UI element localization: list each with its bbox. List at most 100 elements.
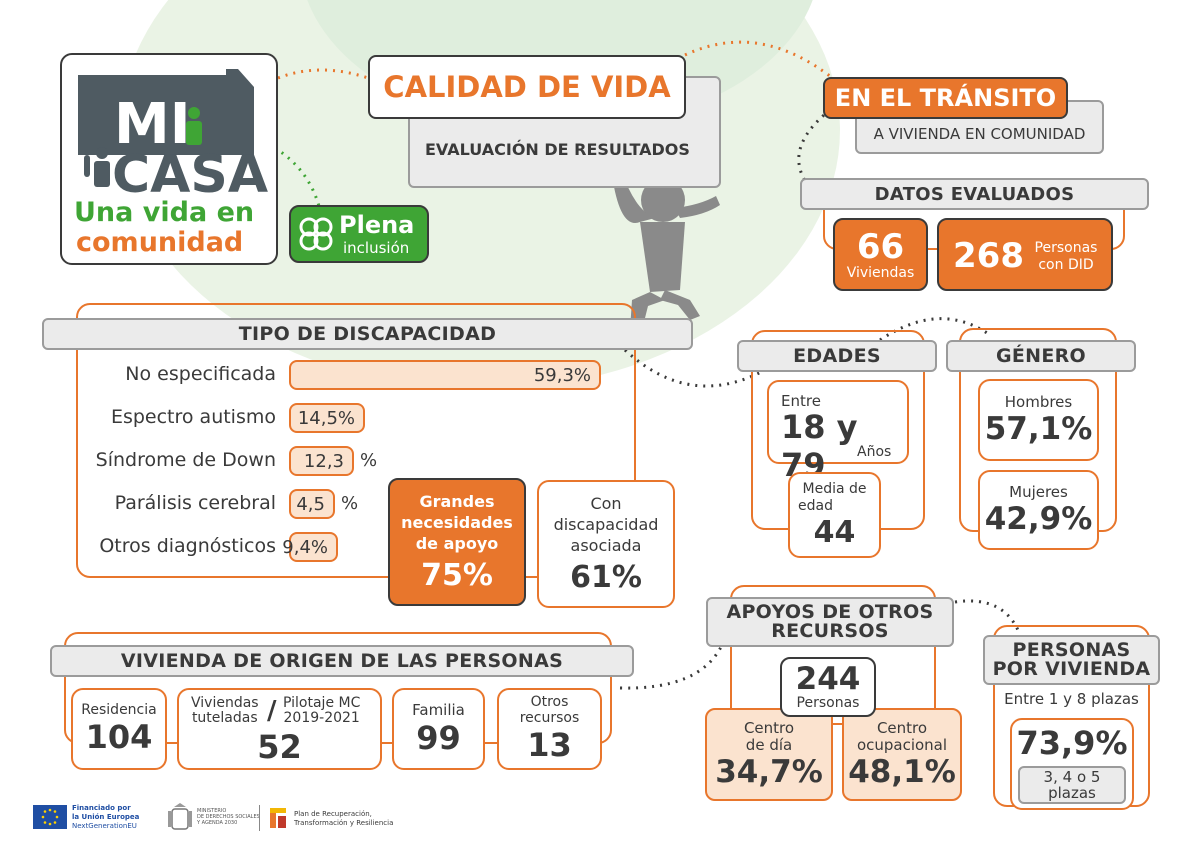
min-line-1: MINISTERIO — [197, 808, 227, 814]
viviendas-card: 66 Viviendas — [833, 218, 928, 291]
transit-title-box: EN EL TRÁNSITO — [823, 77, 1068, 119]
discapacidad-row-bar: 4,5 — [289, 489, 335, 519]
personas-label-1: Personas — [1034, 240, 1098, 256]
por-vivienda-title-1: PERSONAS — [1012, 639, 1131, 661]
mujeres-value: 42,9% — [984, 501, 1093, 537]
discapacidad-row-bar: 14,5% — [289, 403, 365, 433]
logo-una-vida: Una vida en — [74, 197, 255, 228]
por-vivienda-card: 73,9% 3, 4 o 5 plazas — [1010, 718, 1134, 810]
personas-number: 268 — [953, 236, 1024, 276]
por-vivienda-title-box: PERSONAS POR VIVIENDA — [983, 635, 1160, 685]
tuteladas-card: Viviendas tuteladas / Pilotaje MC 2019-2… — [177, 688, 382, 770]
piloto-labels: Pilotaje MC 2019-2021 — [283, 696, 360, 726]
piloto-label-1: Pilotaje MC — [283, 695, 361, 711]
eu-line-1: Financiado por — [72, 804, 131, 812]
viviendas-label: Viviendas — [846, 264, 915, 281]
por-vivienda-value: 73,9% — [1016, 724, 1128, 762]
logo-casa: CASA — [112, 145, 269, 205]
asociada-label-3: asociada — [570, 536, 642, 555]
apoyos-total-card: 244 Personas — [780, 657, 876, 717]
eu-line-3: NextGenerationEU — [72, 822, 137, 830]
plena-inclusion-logo: Plena inclusión — [289, 205, 429, 263]
origen-title: VIVIENDA DE ORIGEN DE LAS PERSONAS — [120, 650, 564, 672]
inclusion-text: inclusión — [343, 239, 410, 257]
house-icon — [78, 69, 254, 155]
ocup-value: 48,1% — [848, 753, 956, 790]
discapacidad-title: TIPO DE DISCAPACIDAD — [238, 323, 497, 345]
footer-divider — [259, 805, 260, 831]
discapacidad-row-suffix: % — [341, 493, 359, 514]
discapacidad-row-value: 12,3 — [303, 450, 344, 472]
connector-logo-title — [277, 68, 369, 80]
discapacidad-row-label: Espectro autismo — [110, 406, 276, 428]
edades-title-box: EDADES — [737, 340, 937, 372]
logo-comunidad: comunidad — [76, 227, 244, 258]
media-label-1: Media de — [802, 480, 867, 497]
title-box: CALIDAD DE VIDA — [368, 55, 686, 119]
eu-stars-icon — [41, 808, 59, 826]
person-cheering-icon — [84, 147, 110, 187]
media-value: 44 — [813, 514, 856, 550]
por-vivienda-title-2: POR VIVIENDA — [992, 658, 1151, 680]
asociada-value: 61% — [570, 560, 642, 595]
tuteladas-label-2: tuteladas — [191, 710, 258, 726]
media-label-2: edad — [798, 497, 833, 514]
discapacidad-row-label: Otros diagnósticos — [99, 535, 276, 557]
dia-value: 34,7% — [715, 753, 823, 790]
discapacidad-row-value: 4,5 — [296, 493, 325, 515]
page-subtitle: EVALUACIÓN DE RESULTADOS — [425, 140, 690, 159]
otros-value: 13 — [527, 726, 572, 764]
grandes-necesidades-card: Grandes necesidades de apoyo 75% — [388, 478, 526, 606]
apoyo-label-1: Grandes — [419, 492, 495, 511]
logo-mi: MI — [114, 92, 191, 157]
mujeres-label: Mujeres — [1009, 483, 1068, 501]
hombres-card: Hombres 57,1% — [978, 379, 1099, 461]
edades-range-card: Entre 18 y 79 Años — [767, 380, 909, 484]
plazas-box: 3, 4 o 5 plazas — [1018, 766, 1126, 804]
edades-entre: Entre — [781, 392, 821, 410]
apoyo-value: 75% — [421, 558, 493, 593]
hombres-label: Hombres — [1004, 393, 1073, 411]
tuteladas-label-1: Viviendas — [191, 695, 259, 711]
datos-title-box: DATOS EVALUADOS — [800, 178, 1149, 210]
viviendas-number: 66 — [856, 226, 905, 267]
plan-text: Plan de Recuperación, Transformación y R… — [294, 810, 393, 828]
dia-label-1: Centro — [743, 718, 795, 737]
apoyo-label-3: de apoyo — [415, 534, 499, 553]
discapacidad-row-value: 59,3% — [533, 364, 591, 386]
plan-line-2: Transformación y Resiliencia — [294, 819, 394, 827]
discapacidad-row-label: Parálisis cerebral — [114, 492, 276, 514]
otros-recursos-card: Otros recursos 13 — [497, 688, 602, 770]
clover-icon — [299, 217, 333, 251]
plan-line-1: Plan de Recuperación, — [294, 810, 372, 818]
transit-title: EN EL TRÁNSITO — [834, 84, 1057, 112]
personas-card: 268 Personas con DID — [937, 218, 1113, 291]
plazas-label-2: plazas — [1048, 784, 1096, 802]
datos-title: DATOS EVALUADOS — [874, 183, 1075, 205]
discapacidad-title-box: TIPO DE DISCAPACIDAD — [42, 318, 693, 350]
por-vivienda-range: Entre 1 y 8 plazas — [1004, 690, 1139, 708]
discapacidad-row-bar: 12,3 — [289, 446, 354, 476]
familia-card: Familia 99 — [392, 688, 485, 770]
asociada-label-1: Con — [590, 494, 622, 513]
familia-value: 99 — [416, 719, 461, 757]
origen-title-box: VIVIENDA DE ORIGEN DE LAS PERSONAS — [50, 645, 634, 677]
edades-title: EDADES — [793, 345, 881, 367]
residencia-label: Residencia — [81, 702, 157, 718]
ocup-label-2: ocupacional — [856, 735, 948, 754]
discapacidad-row-label: Síndrome de Down — [95, 449, 276, 471]
spain-coat-of-arms-icon — [168, 803, 192, 830]
residencia-card: Residencia 104 — [71, 688, 167, 770]
min-line-2: DE DERECHOS SOCIALES — [197, 814, 260, 820]
apoyos-title-2: RECURSOS — [771, 620, 889, 642]
centro-ocupacional-card: Centro ocupacional 48,1% — [842, 708, 962, 801]
tuteladas-labels: Viviendas tuteladas — [191, 696, 259, 726]
edades-media-card: Media de edad 44 — [788, 472, 881, 558]
familia-label: Familia — [412, 701, 465, 719]
connector-origen-apoyos — [619, 644, 724, 690]
discapacidad-row-label: No especificada — [125, 363, 276, 385]
mujeres-card: Mujeres 42,9% — [978, 470, 1099, 550]
discapacidad-row-value: 14,5% — [297, 407, 355, 429]
asociada-label-2: discapacidad — [553, 515, 659, 534]
ocup-label-1: Centro — [876, 718, 928, 737]
